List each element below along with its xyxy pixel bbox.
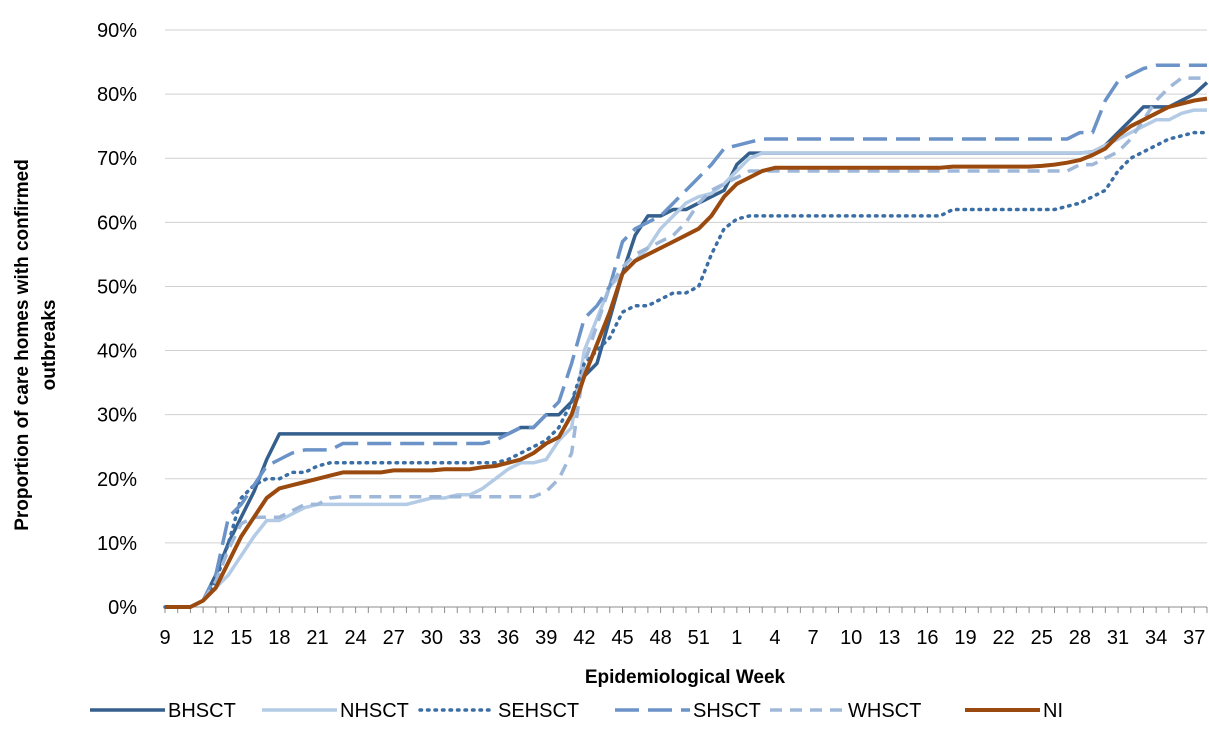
y-axis-title-line-2: outbreaks bbox=[39, 300, 60, 391]
series-line-bhsct bbox=[165, 81, 1209, 609]
x-tick-label: 39 bbox=[535, 627, 557, 649]
x-tick-label: 21 bbox=[306, 627, 328, 649]
series-lines bbox=[163, 63, 1209, 609]
legend: BHSCT NHSCT SEHSCT SHSCT WHSCT NI bbox=[90, 700, 1063, 722]
x-tick-label: 31 bbox=[1107, 627, 1129, 649]
x-tick-label: 28 bbox=[1069, 627, 1091, 649]
x-tick-label: 16 bbox=[916, 627, 938, 649]
x-tick-label: 13 bbox=[878, 627, 900, 649]
series-line-whsct bbox=[165, 76, 1207, 609]
x-tick-label: 1 bbox=[731, 627, 742, 649]
x-tick-label: 24 bbox=[344, 627, 366, 649]
y-axis-title-line-1: Proportion of care homes with confirmed bbox=[12, 159, 33, 531]
x-tick-label: 19 bbox=[954, 627, 976, 649]
x-tick-label: 33 bbox=[459, 627, 481, 649]
x-tick-label: 22 bbox=[993, 627, 1015, 649]
x-tick-label: 12 bbox=[192, 627, 214, 649]
y-tick-label: 80% bbox=[97, 84, 137, 106]
x-tick-label: 37 bbox=[1183, 627, 1205, 649]
y-tick-label: 90% bbox=[97, 20, 137, 42]
y-axis-ticks: 0% 10% 20% 30% 40% 50% 60% 70% 80% 90% bbox=[97, 20, 137, 619]
x-tick-label: 4 bbox=[769, 627, 780, 649]
x-tick-label: 15 bbox=[230, 627, 252, 649]
gridlines bbox=[165, 29, 1207, 544]
x-tick-label: 10 bbox=[840, 627, 862, 649]
x-tick-label: 7 bbox=[808, 627, 819, 649]
x-tick-label: 48 bbox=[649, 627, 671, 649]
x-tick-label: 18 bbox=[268, 627, 290, 649]
y-tick-label: 0% bbox=[108, 597, 137, 619]
series-line-ni bbox=[165, 96, 1208, 609]
x-tick-label: 30 bbox=[421, 627, 443, 649]
x-axis-title: Epidemiological Week bbox=[585, 667, 786, 688]
y-tick-label: 70% bbox=[97, 148, 137, 170]
series-line-shsct bbox=[165, 63, 1207, 609]
y-tick-label: 40% bbox=[97, 341, 137, 363]
legend-label-sehsct: SEHSCT bbox=[498, 700, 579, 722]
x-tick-label: 34 bbox=[1145, 627, 1167, 649]
x-tick-label: 45 bbox=[611, 627, 633, 649]
series-line-sehsct bbox=[163, 130, 1209, 609]
x-tick-label: 27 bbox=[383, 627, 405, 649]
y-tick-label: 10% bbox=[97, 533, 137, 555]
legend-label-bhsct: BHSCT bbox=[168, 700, 236, 722]
x-tick-label: 36 bbox=[497, 627, 519, 649]
x-tick-label: 9 bbox=[159, 627, 170, 649]
x-axis: 9 12 15 18 21 24 27 30 33 36 39 42 45 48 51 1 4 7 10 13 16 19… bbox=[159, 606, 1208, 649]
legend-label-whsct: WHSCT bbox=[848, 700, 921, 722]
legend-label-nhsct: NHSCT bbox=[340, 700, 409, 722]
legend-label-ni: NI bbox=[1043, 700, 1063, 722]
x-tick-label: 25 bbox=[1031, 627, 1053, 649]
x-tick-label: 51 bbox=[688, 627, 710, 649]
y-tick-label: 60% bbox=[97, 212, 137, 234]
y-tick-label: 50% bbox=[97, 276, 137, 298]
legend-label-shsct: SHSCT bbox=[693, 700, 761, 722]
y-tick-label: 30% bbox=[97, 405, 137, 427]
x-tick-label: 42 bbox=[573, 627, 595, 649]
series-line-nhsct bbox=[165, 108, 1207, 609]
y-tick-label: 20% bbox=[97, 469, 137, 491]
